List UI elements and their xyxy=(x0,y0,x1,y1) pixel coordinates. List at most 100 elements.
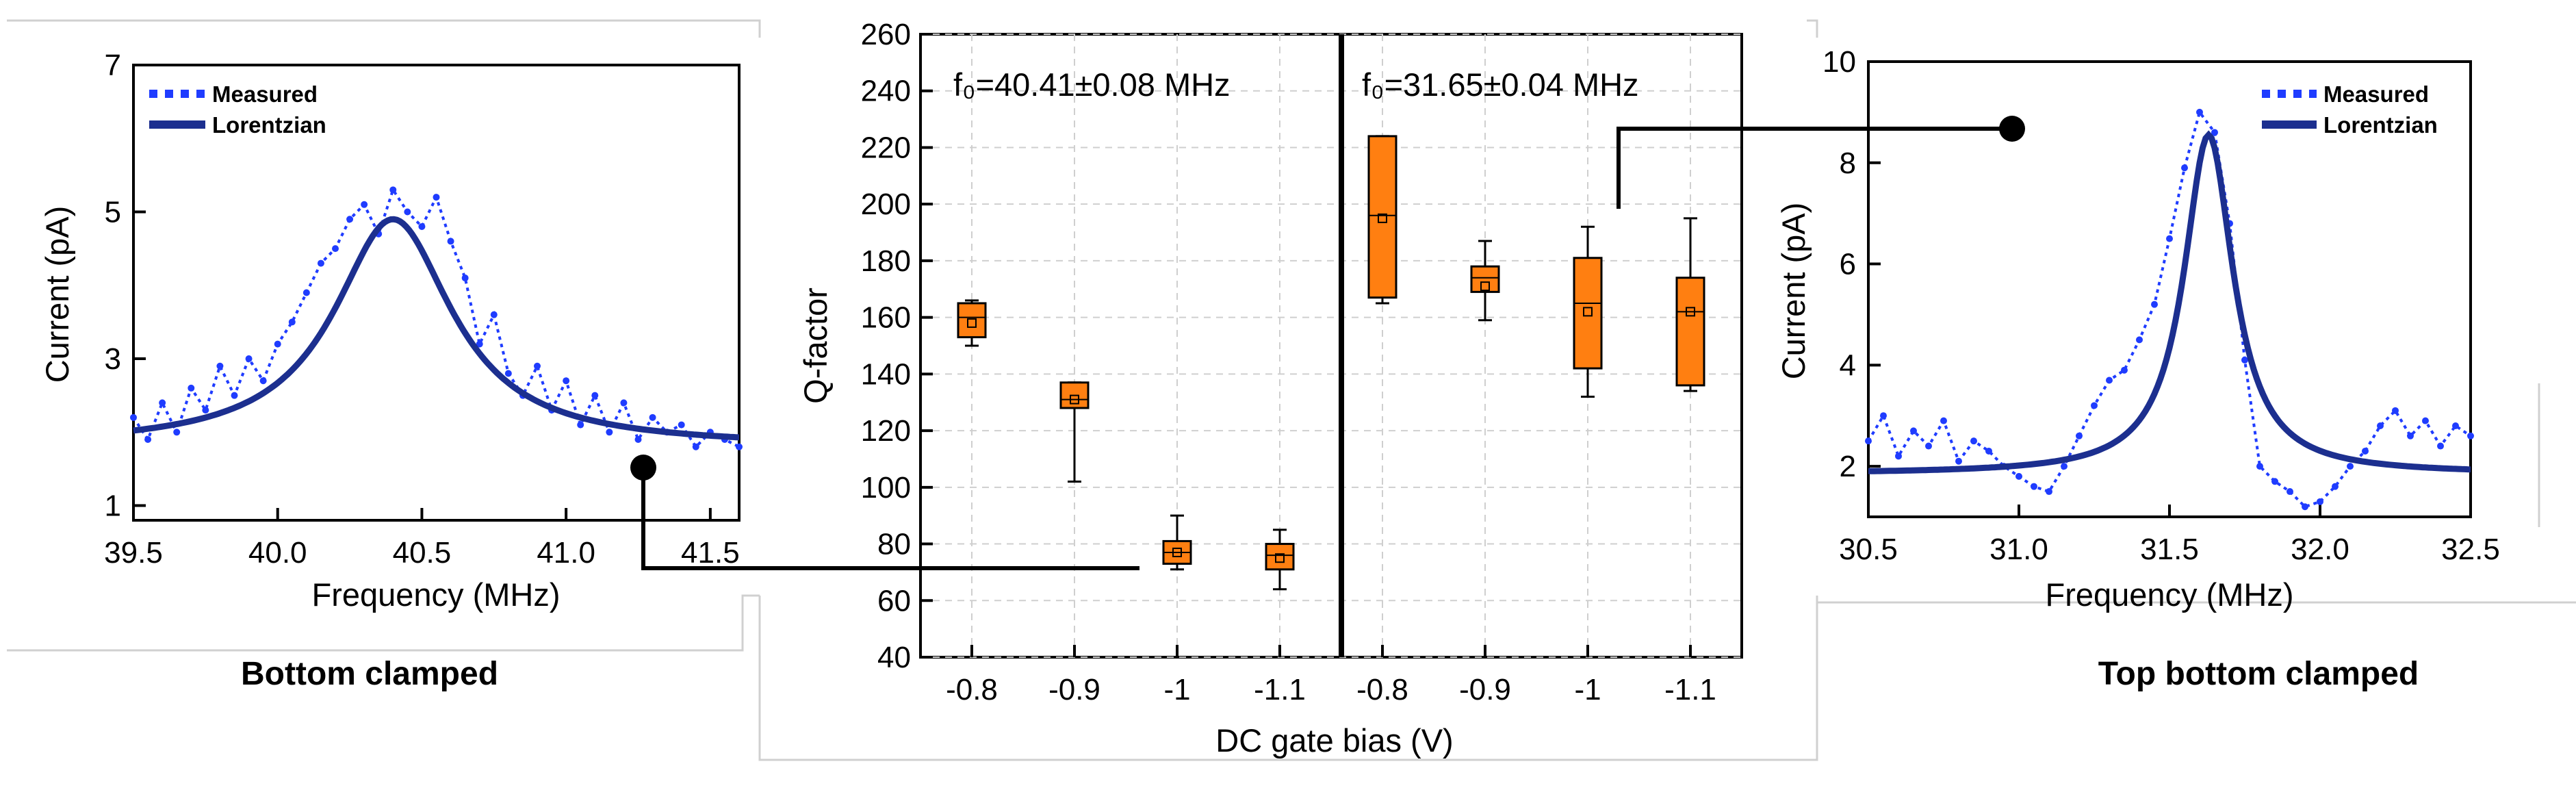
mid-x-tick-label: -0.9 xyxy=(1048,673,1100,706)
right-measured-point xyxy=(2332,483,2339,490)
right-measured-point xyxy=(2302,503,2308,511)
left-connector-line xyxy=(641,468,1139,570)
box-body xyxy=(1573,257,1603,370)
right-x-tick-label: 30.5 xyxy=(1839,533,1898,566)
right-measured-point xyxy=(2136,336,2143,344)
right-y-tick-label: 8 xyxy=(1840,146,1856,180)
left-measured-point xyxy=(591,392,599,399)
left-measured-point xyxy=(433,194,440,201)
box-mean-marker xyxy=(1583,307,1593,317)
left-x-axis-label: Frequency (MHz) xyxy=(311,576,560,613)
mid-y-tick-label: 180 xyxy=(861,244,911,278)
group1-frequency-annotation: f₀=40.41±0.08 MHz xyxy=(953,66,1231,103)
left-y-tick-label: 5 xyxy=(105,196,121,229)
right-measured-point xyxy=(2317,498,2323,505)
mid-y-tick-label: 260 xyxy=(861,18,911,51)
right-measured-point xyxy=(2196,108,2203,116)
left-x-tick-label: 41.5 xyxy=(681,536,740,570)
legend-lorentzian-label: Lorentzian xyxy=(2323,112,2438,138)
legend-measured-label: Measured xyxy=(212,81,318,107)
left-x-tick-label: 39.5 xyxy=(104,536,163,570)
right-y-tick-label: 10 xyxy=(1822,45,1856,79)
right-data-area xyxy=(1865,108,2474,511)
box-mean-marker xyxy=(1275,553,1285,563)
mid-boxes xyxy=(957,135,1705,591)
right-y-tick-label: 2 xyxy=(1840,450,1856,483)
left-measured-point xyxy=(736,443,743,450)
left-measured-point xyxy=(678,421,685,429)
right-x-tick-label: 32.0 xyxy=(2291,533,2349,566)
right-measured-point xyxy=(2091,402,2098,409)
left-measured-point xyxy=(692,443,699,450)
legend-lorentzian-label: Lorentzian xyxy=(212,112,326,138)
left-measured-point xyxy=(620,399,628,407)
mid-y-tick-label: 200 xyxy=(861,188,911,221)
left-x-axis-ticks: 39.5 40.0 40.5 41.0 41.5 xyxy=(104,508,740,570)
right-measured-point xyxy=(2046,488,2052,496)
mid-y-tick-label: 100 xyxy=(861,471,911,505)
mid-y-tick-label: 120 xyxy=(861,414,911,448)
right-measured-point xyxy=(2151,301,2158,308)
right-measured-point xyxy=(2076,432,2083,439)
mid-y-tick-label: 40 xyxy=(877,641,911,674)
left-measured-point xyxy=(159,399,166,407)
left-measured-point xyxy=(144,436,152,444)
right-measured-point xyxy=(2015,472,2022,480)
right-measured-point xyxy=(2377,422,2384,429)
right-measured-point xyxy=(1955,457,1962,465)
left-measured-point xyxy=(447,238,454,245)
mid-x-tick-label: -1.1 xyxy=(1664,673,1716,706)
q-factor-box-2 xyxy=(1059,381,1090,483)
right-measured-point xyxy=(2241,356,2248,364)
right-measured-point xyxy=(2347,463,2354,470)
right-measured-point xyxy=(1910,427,1917,435)
right-measured-point xyxy=(1940,417,1947,424)
left-measured-point xyxy=(461,275,469,282)
right-measured-point xyxy=(2407,432,2414,439)
right-connector-line xyxy=(1617,127,2012,209)
left-y-axis-ticks: 1 3 5 7 xyxy=(105,49,146,523)
legend-measured-label: Measured xyxy=(2323,81,2429,107)
left-measured-point xyxy=(534,362,541,370)
left-measured-point xyxy=(418,222,426,230)
right-measured-point xyxy=(2106,377,2113,384)
box-mean-marker xyxy=(967,318,977,328)
mid-y-tick-label: 140 xyxy=(861,357,911,391)
right-x-axis-ticks: 30.5 31.0 31.5 32.0 32.5 xyxy=(1839,505,2500,566)
q-factor-box-8 xyxy=(1675,217,1705,392)
q-factor-box-5 xyxy=(1367,135,1398,305)
mid-x-tick-label: -1 xyxy=(1574,673,1601,706)
left-measured-point xyxy=(216,362,224,370)
mid-x-tick-label: -1.1 xyxy=(1254,673,1306,706)
right-measured-point xyxy=(2437,442,2444,450)
left-measured-point xyxy=(302,289,310,296)
left-x-tick-label: 40.5 xyxy=(393,536,452,570)
left-measured-point xyxy=(577,421,584,429)
right-y-tick-label: 6 xyxy=(1840,248,1856,281)
left-connector-dot xyxy=(630,455,656,481)
box-body xyxy=(957,302,987,339)
left-measured-point xyxy=(130,413,137,421)
mid-x-tick-label: -0.9 xyxy=(1459,673,1511,706)
left-measured-point xyxy=(504,370,512,377)
right-measured-point xyxy=(1880,412,1887,420)
right-y-axis-label: Current (pA) xyxy=(1775,203,1812,380)
right-measured-point xyxy=(2256,463,2263,470)
right-y-axis-ticks: 2 4 6 8 10 xyxy=(1822,45,1881,483)
left-measured-point xyxy=(231,392,238,399)
box-body xyxy=(1470,265,1500,293)
right-x-axis-label: Frequency (MHz) xyxy=(2045,576,2293,613)
box-body xyxy=(1265,543,1295,571)
mid-y-tick-label: 60 xyxy=(877,584,911,617)
left-x-tick-label: 40.0 xyxy=(248,536,307,570)
right-measured-point xyxy=(2422,417,2429,424)
right-measured-point xyxy=(1895,453,1902,460)
right-measured-point xyxy=(2362,447,2369,455)
right-lorentzian-fit-line xyxy=(1868,130,2471,474)
mid-x-tick-label: -1 xyxy=(1163,673,1190,706)
top-bottom-clamped-panel: 2 4 6 8 10 30.5 31.0 31.5 32.0 32.5 Current (pA)… xyxy=(1775,45,2500,692)
mid-x-axis-label: DC gate bias (V) xyxy=(1215,722,1453,759)
left-lorentzian-fit-line xyxy=(133,216,740,441)
